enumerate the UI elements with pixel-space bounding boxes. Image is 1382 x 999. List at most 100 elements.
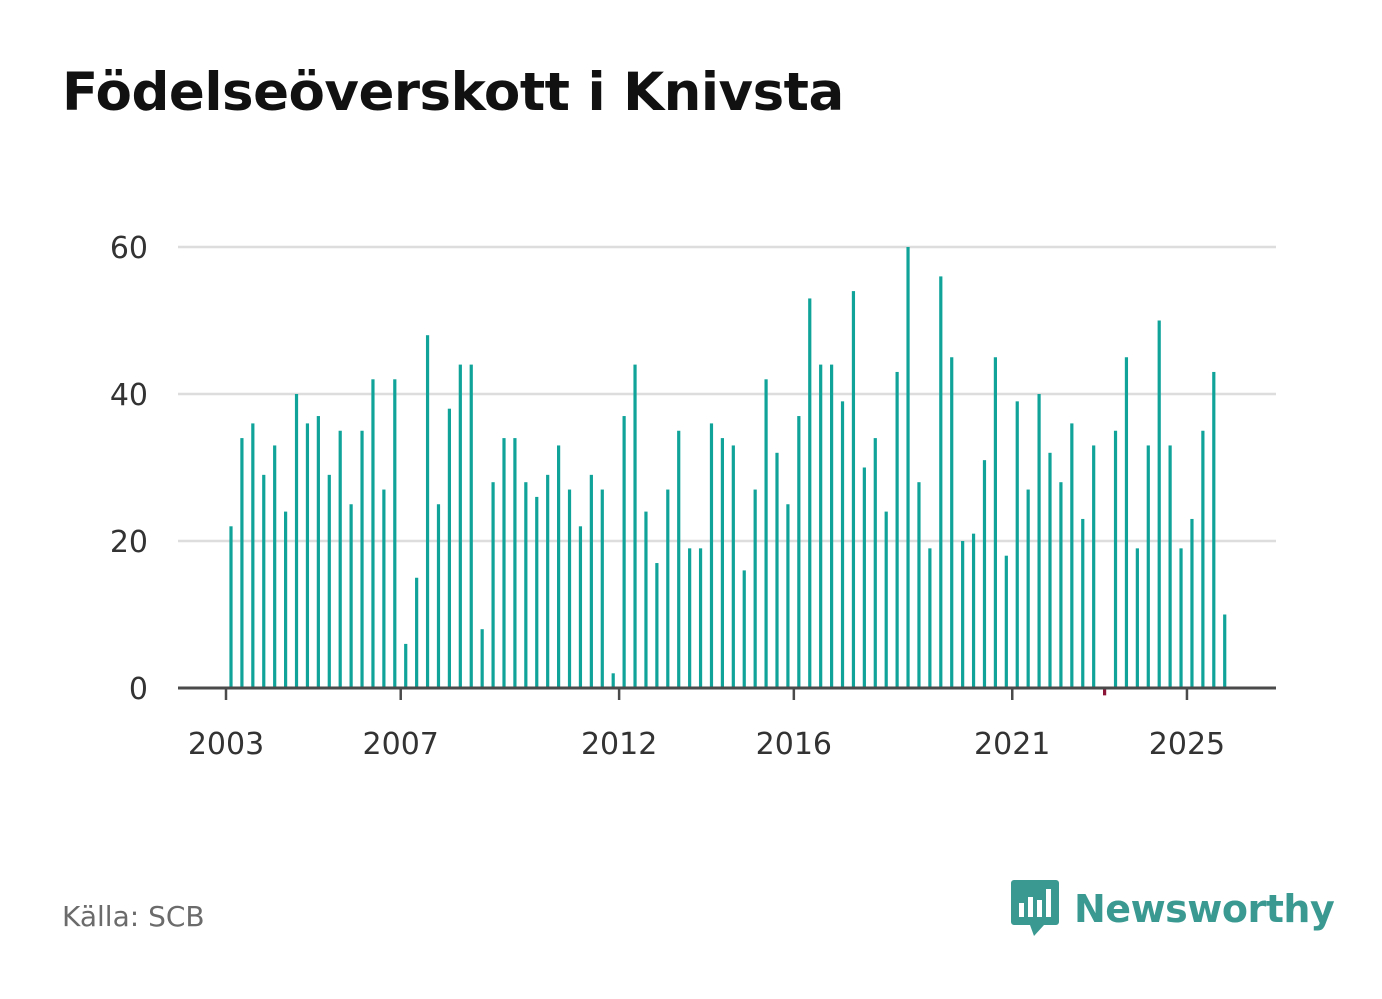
bar	[546, 474, 550, 688]
brand-name: Newsworthy	[1074, 887, 1335, 931]
bar	[1179, 548, 1183, 688]
bar	[415, 577, 419, 688]
bar	[1059, 482, 1063, 688]
bar	[273, 445, 277, 688]
bar	[961, 541, 965, 688]
bar	[1113, 430, 1118, 688]
bar	[327, 474, 331, 688]
bar	[840, 401, 845, 688]
bar	[939, 276, 943, 688]
bar	[971, 533, 976, 688]
bar	[1168, 445, 1172, 688]
x-tick-label: 2012	[581, 727, 657, 762]
bar	[709, 423, 714, 688]
bar	[622, 416, 626, 688]
source-label: Källa: SCB	[62, 900, 205, 933]
bar	[982, 460, 987, 688]
y-tick-label: 0	[129, 672, 148, 707]
bar	[393, 379, 397, 688]
bar	[513, 438, 517, 688]
bar	[1026, 489, 1030, 688]
bar	[862, 467, 866, 688]
x-tick-label: 2016	[756, 727, 832, 762]
bar	[338, 430, 342, 688]
bar	[240, 438, 244, 688]
bar	[698, 548, 703, 688]
bar	[731, 445, 735, 688]
bar	[742, 570, 746, 688]
bar	[666, 489, 670, 688]
bar	[786, 504, 790, 688]
bar	[284, 511, 288, 688]
bar	[950, 357, 954, 688]
bar	[928, 548, 932, 688]
bar	[611, 673, 615, 688]
y-tick-label: 60	[110, 231, 148, 266]
x-tick-label: 2025	[1149, 727, 1225, 762]
bar	[305, 423, 310, 688]
bar	[382, 489, 386, 688]
bar	[819, 364, 823, 688]
bar	[600, 489, 604, 688]
bar	[589, 474, 593, 688]
bar	[425, 335, 430, 688]
bar	[371, 379, 375, 688]
x-tick-label: 2003	[188, 727, 264, 762]
bar	[1157, 320, 1161, 688]
bar	[349, 504, 353, 688]
bar	[469, 364, 473, 688]
bar	[1146, 445, 1150, 688]
bar	[502, 438, 506, 688]
bar	[797, 416, 801, 688]
bar	[229, 526, 233, 688]
bar	[436, 504, 441, 688]
bar	[447, 408, 451, 688]
bar	[294, 394, 299, 688]
y-tick-label: 20	[110, 525, 148, 560]
bar	[567, 489, 572, 688]
bar	[1081, 518, 1085, 688]
bar	[1223, 614, 1227, 688]
bar	[644, 511, 648, 688]
bar	[906, 247, 910, 688]
x-tick-label: 2021	[974, 727, 1050, 762]
y-tick-label: 40	[110, 378, 148, 413]
bar	[688, 548, 692, 688]
bar	[917, 482, 921, 688]
bar	[1212, 371, 1216, 688]
x-tick-label: 2007	[363, 727, 439, 762]
bar	[764, 379, 768, 688]
bar	[404, 643, 408, 688]
bar	[535, 496, 539, 688]
bar	[360, 430, 364, 688]
bar	[1070, 423, 1074, 688]
bar	[458, 364, 462, 688]
bar	[1048, 452, 1052, 688]
bar	[1037, 394, 1041, 688]
bar	[262, 474, 266, 688]
bar	[775, 452, 779, 688]
bar	[884, 511, 888, 688]
bar	[851, 291, 856, 688]
bar	[524, 482, 528, 688]
bar	[895, 371, 899, 688]
bar	[830, 364, 834, 688]
bar	[316, 416, 320, 688]
bar	[1004, 555, 1008, 688]
bar	[720, 438, 724, 688]
bar	[578, 526, 583, 688]
bar	[677, 430, 681, 688]
chart-title: Födelseöverskott i Knivsta	[62, 62, 844, 123]
bar	[1124, 357, 1129, 688]
bar	[655, 563, 659, 688]
bar	[1135, 548, 1139, 688]
bar-negative	[1103, 688, 1107, 696]
bar	[633, 364, 637, 688]
bar	[557, 445, 561, 688]
bar	[1092, 445, 1096, 688]
bar	[753, 489, 757, 688]
bar	[808, 298, 812, 688]
bar	[873, 438, 877, 688]
newsworthy-brand[interactable]: Newsworthy	[1010, 878, 1335, 940]
